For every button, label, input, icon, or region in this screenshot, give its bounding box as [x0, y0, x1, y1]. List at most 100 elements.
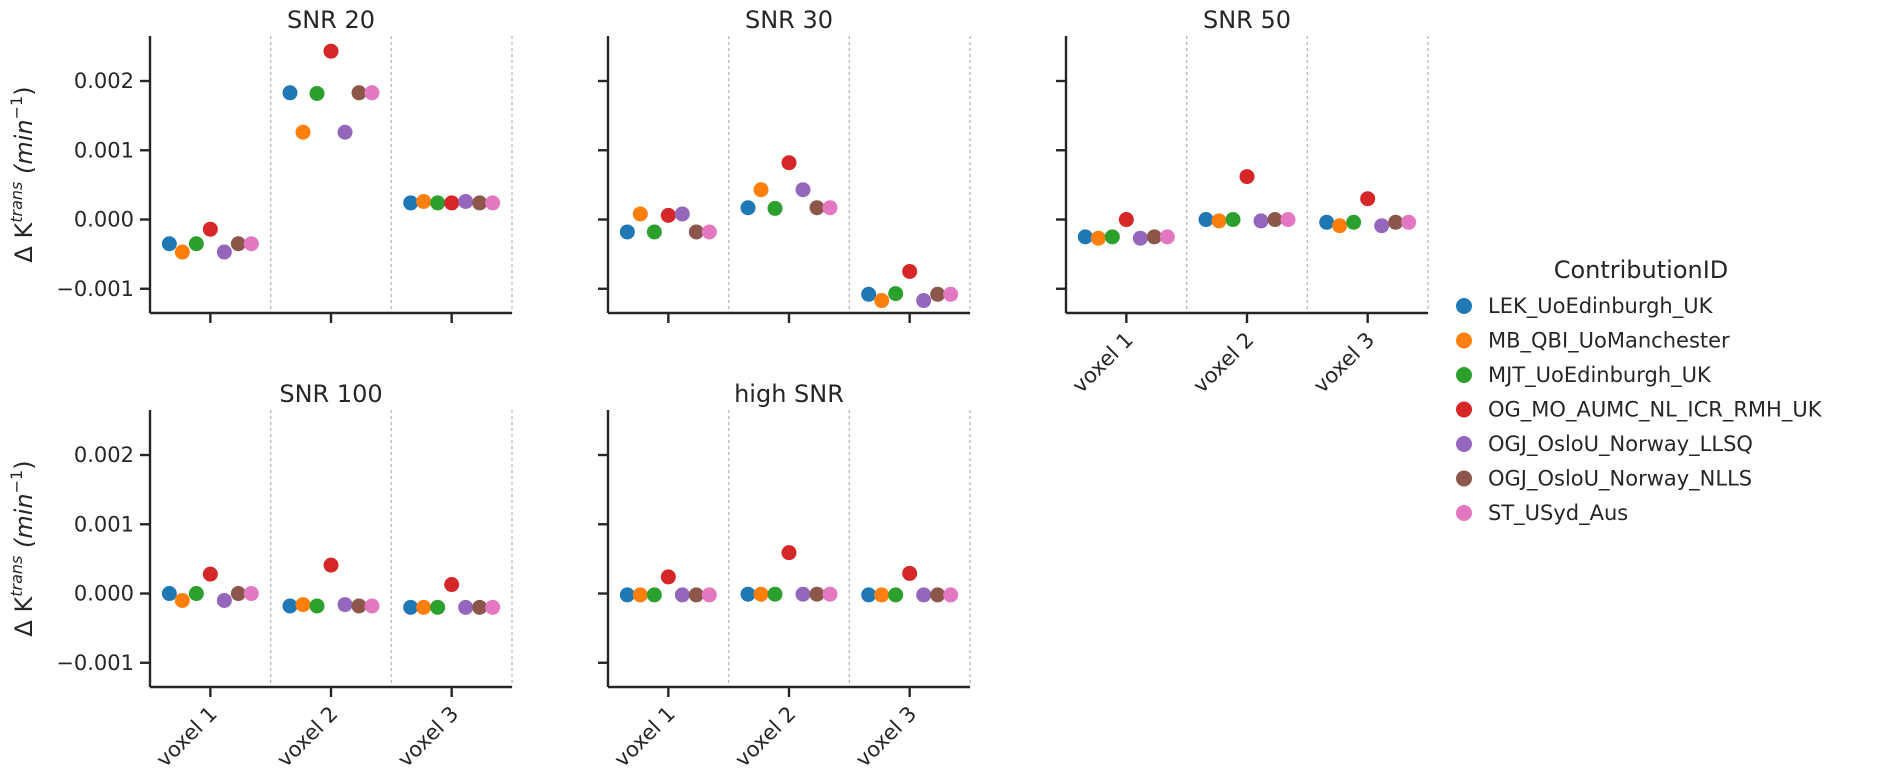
data-point: [767, 200, 783, 216]
y-axis-label: Δ Ktrans (min−1): [7, 460, 38, 636]
x-tick-label: voxel 3: [393, 702, 463, 772]
legend-marker: [1456, 436, 1472, 452]
data-point: [1239, 169, 1255, 185]
panel-title: SNR 30: [745, 6, 833, 34]
y-tick-label: 0.001: [74, 512, 134, 536]
data-point: [943, 587, 959, 603]
data-point: [337, 124, 353, 140]
data-point: [1225, 212, 1241, 228]
panel-title: high SNR: [734, 380, 844, 408]
data-point: [309, 85, 325, 101]
data-point: [1159, 229, 1175, 245]
data-point: [1104, 229, 1120, 245]
data-point: [646, 587, 662, 603]
data-point: [688, 587, 704, 603]
data-point: [902, 263, 918, 279]
data-point: [1388, 214, 1404, 230]
data-point: [753, 182, 769, 198]
data-point: [472, 195, 488, 211]
data-point: [243, 236, 259, 252]
data-point: [1346, 214, 1362, 230]
data-point: [1132, 230, 1148, 246]
panel-0: SNR 20 −0.001 0.000 0.001 0.002 Δ Ktrans (min…: [7, 6, 513, 323]
legend-label: OGJ_OsloU_Norway_LLSQ: [1488, 432, 1753, 457]
data-point: [485, 195, 501, 211]
data-point: [632, 587, 648, 603]
data-point: [701, 587, 717, 603]
data-point: [458, 194, 474, 210]
data-point: [674, 206, 690, 222]
legend-label: LEK_UoEdinburgh_UK: [1488, 294, 1714, 319]
data-point: [701, 224, 717, 240]
data-point: [444, 577, 460, 593]
data-point: [364, 85, 380, 101]
data-point: [230, 586, 246, 602]
data-point: [337, 597, 353, 613]
data-point: [295, 597, 311, 613]
data-point: [174, 592, 190, 608]
data-point: [781, 155, 797, 171]
data-point: [1280, 212, 1296, 228]
x-tick-label: voxel 1: [610, 702, 680, 772]
data-point: [688, 224, 704, 240]
data-point: [646, 224, 662, 240]
data-point: [1267, 212, 1283, 228]
data-point: [660, 207, 676, 223]
data-point: [930, 286, 946, 302]
data-point: [1360, 191, 1376, 207]
legend-label: MB_QBI_UoManchester: [1488, 329, 1730, 354]
data-point: [216, 244, 232, 260]
data-point: [822, 586, 838, 602]
data-point: [295, 124, 311, 140]
data-point: [888, 286, 904, 302]
panel-2: SNR 50 voxel 1 voxel 2 voxel 3: [1056, 6, 1429, 398]
legend-title: ContributionID: [1554, 256, 1729, 284]
legend-marker: [1456, 470, 1472, 487]
legend-marker: [1456, 505, 1472, 521]
data-point: [619, 224, 635, 240]
data-point: [674, 587, 690, 603]
data-point: [781, 545, 797, 561]
panel-title: SNR 20: [287, 6, 375, 34]
data-point: [943, 286, 959, 302]
data-point: [202, 566, 218, 582]
legend-label: OGJ_OsloU_Norway_NLLS: [1488, 467, 1752, 492]
data-point: [188, 236, 204, 252]
data-point: [1211, 213, 1227, 229]
data-point: [916, 293, 932, 309]
data-point: [161, 586, 177, 602]
data-point: [282, 598, 298, 614]
data-point: [161, 236, 177, 252]
x-tick-label: voxel 2: [272, 702, 342, 772]
data-point: [740, 200, 756, 216]
data-point: [230, 236, 246, 252]
data-point: [861, 587, 877, 603]
data-point: [1090, 230, 1106, 246]
data-point: [323, 43, 339, 59]
y-tick-label: 0.000: [74, 582, 134, 606]
data-point: [458, 599, 474, 615]
data-point: [444, 195, 460, 211]
legend-marker: [1456, 367, 1472, 383]
data-point: [1077, 229, 1093, 245]
data-point: [1198, 212, 1214, 228]
legend-label: MJT_UoEdinburgh_UK: [1488, 363, 1712, 388]
data-point: [216, 592, 232, 608]
data-point: [323, 557, 339, 573]
data-point: [243, 586, 259, 602]
data-point: [767, 586, 783, 602]
data-point: [930, 587, 946, 603]
legend-marker: [1456, 332, 1472, 349]
data-point: [822, 200, 838, 216]
y-tick-label: 0.002: [74, 69, 134, 93]
data-point: [874, 587, 890, 603]
data-point: [1253, 213, 1269, 229]
data-point: [888, 587, 904, 603]
panel-1: SNR 30: [598, 6, 971, 323]
legend: ContributionID LEK_UoEdinburgh_UK MB_QBI_U…: [1456, 256, 1823, 526]
data-point: [174, 244, 190, 260]
data-point: [1401, 214, 1417, 230]
panel-title: SNR 50: [1203, 6, 1291, 34]
x-tick-label: voxel 3: [1309, 328, 1379, 398]
data-point: [403, 195, 419, 211]
